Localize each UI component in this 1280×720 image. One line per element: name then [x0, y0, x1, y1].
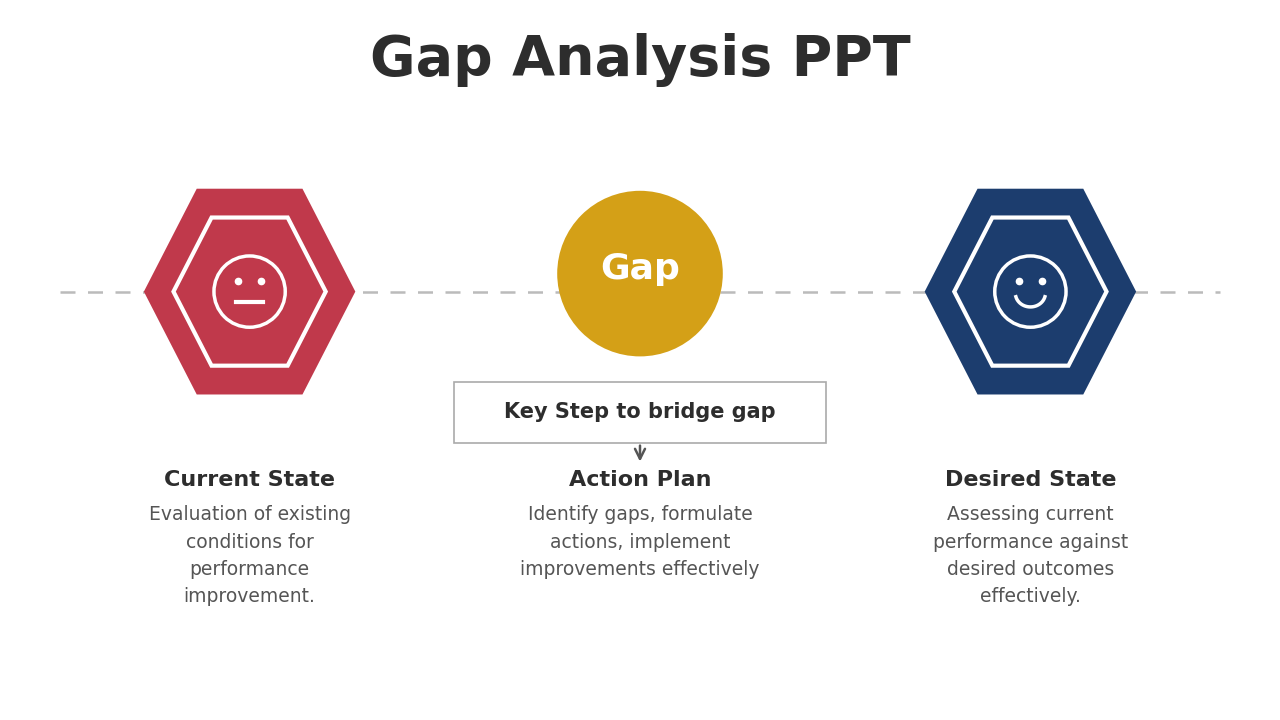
Text: Desired State: Desired State	[945, 470, 1116, 490]
Text: Gap Analysis PPT: Gap Analysis PPT	[370, 33, 910, 87]
Text: Gap: Gap	[600, 251, 680, 286]
Text: Action Plan: Action Plan	[568, 470, 712, 490]
Circle shape	[557, 191, 723, 356]
Text: Current State: Current State	[164, 470, 335, 490]
Polygon shape	[924, 189, 1137, 395]
Polygon shape	[143, 189, 356, 395]
Text: Evaluation of existing
conditions for
performance
improvement.: Evaluation of existing conditions for pe…	[148, 505, 351, 606]
Text: Assessing current
performance against
desired outcomes
effectively.: Assessing current performance against de…	[933, 505, 1128, 606]
Text: Identify gaps, formulate
actions, implement
improvements effectively: Identify gaps, formulate actions, implem…	[520, 505, 760, 579]
FancyBboxPatch shape	[454, 382, 826, 443]
Text: Key Step to bridge gap: Key Step to bridge gap	[504, 402, 776, 422]
